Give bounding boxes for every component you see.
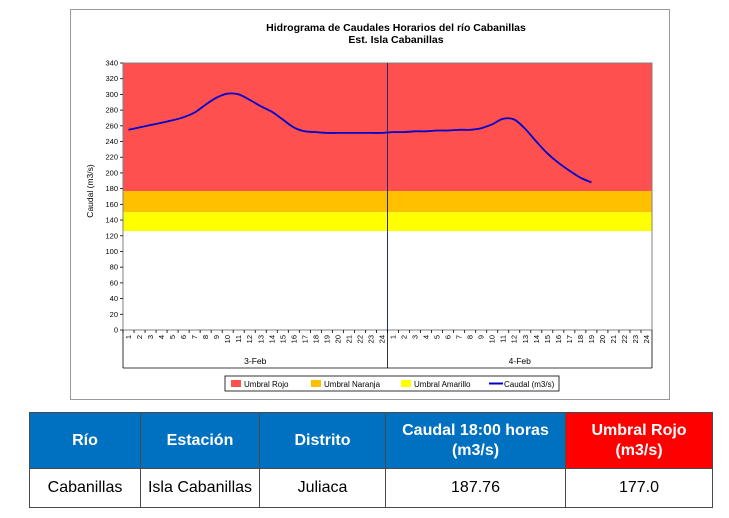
- x-tick-label: 7: [455, 335, 464, 339]
- x-tick-label: 16: [289, 335, 298, 343]
- x-tick-label: 19: [587, 335, 596, 343]
- cell-estacion: Isla Cabanillas: [140, 468, 260, 508]
- legend-label: Caudal (m3/s): [504, 380, 555, 389]
- header-estacion: Estación: [140, 412, 260, 469]
- x-tick-label: 14: [532, 335, 541, 343]
- x-tick-label: 8: [201, 335, 210, 339]
- x-tick-label: 17: [565, 335, 574, 343]
- x-tick-label: 6: [444, 335, 453, 339]
- header-distrito: Distrito: [259, 412, 386, 469]
- y-tick-label: 280: [105, 106, 118, 115]
- y-tick-label: 120: [105, 231, 118, 240]
- legend-label: Umbral Naranja: [324, 380, 381, 389]
- series-line-caudal: [128, 92, 592, 184]
- x-tick-label: 12: [510, 335, 519, 343]
- y-tick-label: 80: [110, 263, 118, 272]
- x-tick-label: 1: [389, 335, 398, 339]
- table-header-row: Río Estación Distrito Caudal 18:00 horas…: [29, 412, 713, 469]
- chart-title: Hidrograma de Caudales Horarios del río …: [266, 22, 526, 34]
- x-tick-label: 13: [521, 335, 530, 343]
- x-tick-label: 9: [212, 335, 221, 339]
- y-tick-label: 160: [105, 200, 118, 209]
- x-tick-label: 15: [543, 335, 552, 343]
- y-tick-label: 320: [105, 74, 118, 83]
- y-tick-label: 140: [105, 216, 118, 225]
- x-tick-label: 3: [146, 335, 155, 339]
- x-tick-label: 5: [168, 335, 177, 339]
- x-tick-label: 10: [488, 335, 497, 343]
- x-tick-label: 3: [411, 335, 420, 339]
- x-tick-label: 24: [377, 335, 386, 343]
- y-tick-label: 240: [105, 137, 118, 146]
- x-tick-label: 11: [499, 335, 508, 343]
- x-tick-label: 8: [466, 335, 475, 339]
- chart-subtitle: Est. Isla Cabanillas: [348, 34, 443, 46]
- x-tick-label: 1: [124, 335, 133, 339]
- x-tick-label: 13: [256, 335, 265, 343]
- x-tick-label: 23: [366, 335, 375, 343]
- x-tick-label: 5: [433, 335, 442, 339]
- data-table: Río Estación Distrito Caudal 18:00 horas…: [29, 412, 713, 508]
- chart-frame: Hidrograma de Caudales Horarios del río …: [70, 9, 670, 400]
- y-tick-label: 20: [110, 310, 118, 319]
- x-tick-label: 22: [620, 335, 629, 343]
- x-tick-label: 2: [135, 335, 144, 339]
- cell-umbral-rojo: 177.0: [565, 468, 713, 508]
- x-tick-label: 2: [400, 335, 409, 339]
- x-tick-label: 10: [223, 335, 232, 343]
- legend-label: Umbral Amarillo: [414, 380, 471, 389]
- header-umbral-rojo: Umbral Rojo (m3/s): [565, 412, 713, 469]
- legend-swatch: [231, 380, 241, 387]
- x-tick-label: 12: [245, 335, 254, 343]
- legend-box: [224, 375, 560, 392]
- legend-swatch: [311, 380, 321, 387]
- x-tick-label: 19: [322, 335, 331, 343]
- x-tick-label: 22: [355, 335, 364, 343]
- day-label: 4-Feb: [509, 356, 531, 366]
- x-tick-label: 21: [344, 335, 353, 343]
- cell-distrito: Juliaca: [259, 468, 386, 508]
- legend-label: Umbral Rojo: [244, 380, 289, 389]
- y-tick-label: 100: [105, 247, 118, 256]
- x-tick-label: 23: [631, 335, 640, 343]
- x-tick-label: 7: [190, 335, 199, 339]
- x-tick-label: 18: [311, 335, 320, 343]
- x-tick-label: 15: [278, 335, 287, 343]
- day-label: 3-Feb: [244, 356, 266, 366]
- x-tick-label: 20: [333, 335, 342, 343]
- x-tick-label: 11: [234, 335, 243, 343]
- hydrograph-chart: Hidrograma de Caudales Horarios del río …: [85, 22, 653, 392]
- y-tick-label: 200: [105, 168, 118, 177]
- y-tick-label: 300: [105, 90, 118, 99]
- table-row: Cabanillas Isla Cabanillas Juliaca 187.7…: [29, 468, 713, 508]
- x-tick-label: 21: [609, 335, 618, 343]
- x-tick-label: 16: [554, 335, 563, 343]
- x-tick-label: 4: [157, 335, 166, 339]
- cell-caudal: 187.76: [385, 468, 566, 508]
- y-tick-label: 260: [105, 121, 118, 130]
- x-tick-label: 24: [642, 335, 651, 343]
- y-tick-label: 40: [110, 294, 118, 303]
- y-tick-label: 0: [114, 326, 118, 335]
- x-tick-label: 6: [179, 335, 188, 339]
- x-tick-label: 9: [477, 335, 486, 339]
- y-tick-label: 180: [105, 184, 118, 193]
- x-tick-label: 18: [576, 335, 585, 343]
- y-tick-label: 340: [105, 59, 118, 68]
- legend-swatch: [401, 380, 411, 387]
- y-tick-label: 60: [110, 278, 118, 287]
- y-axis-label: Caudal (m3/s): [85, 164, 95, 218]
- x-tick-label: 20: [598, 335, 607, 343]
- header-caudal: Caudal 18:00 horas (m3/s): [385, 412, 566, 469]
- y-tick-label: 220: [105, 153, 118, 162]
- x-tick-label: 14: [267, 335, 276, 343]
- cell-rio: Cabanillas: [29, 468, 141, 508]
- header-rio: Río: [29, 412, 141, 469]
- x-tick-label: 17: [300, 335, 309, 343]
- x-tick-label: 4: [422, 335, 431, 339]
